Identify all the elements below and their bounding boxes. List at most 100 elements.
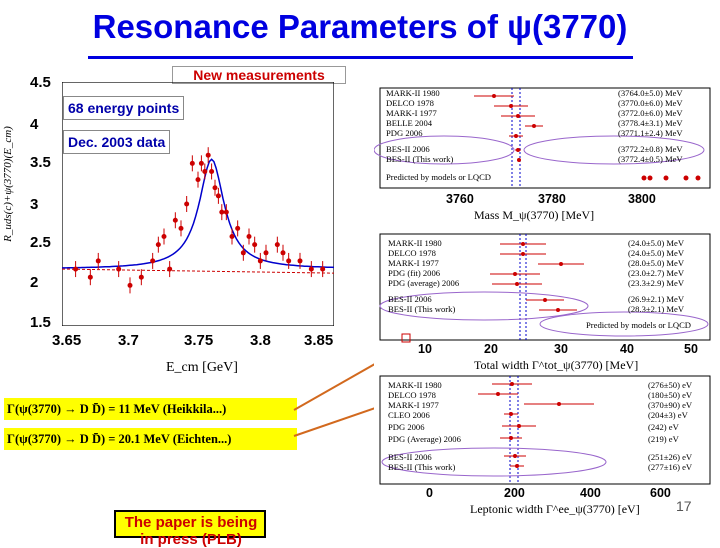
new-measurements-label: New measurements [172,66,346,84]
formula-eichten: Γ(ψ(3770) → D D̄) = 20.1 MeV (Eichten...… [4,428,297,450]
mass-row-label: BELLE 2004 [386,118,433,128]
data-point [219,209,225,215]
main-x-axis-label: E_cm [GeV] [166,360,238,375]
background-line [62,268,334,274]
width-row-value: (26.9±2.1) MeV [628,294,685,304]
press-note-box [114,510,266,538]
leptonic-row-value: (277±16) eV [648,462,693,472]
y-tick: 4.5 [30,74,51,91]
mass-row-value: (3772.2±0.8) MeV [618,144,683,154]
mass-panel: MARK-II 1980 DELCO 1978 MARK-I 1977 BELL… [374,84,718,224]
width-row-label: BES-II (This work) [388,304,456,314]
width-row-value: (23.3±2.9) MeV [628,278,685,288]
data-point [155,242,161,248]
y-tick: 1.5 [30,314,51,331]
mass-axis-title: Mass M_ψ(3770) [MeV] [474,208,595,222]
data-point [161,234,167,240]
energy-points-box: 68 energy points [63,96,185,120]
title-underline [88,56,633,59]
data-period-box: Dec. 2003 data [63,130,171,154]
width-row-label: PDG (average) 2006 [388,278,460,288]
data-point [205,152,211,158]
x-tick: 3.7 [118,332,139,349]
width-row-value: (23.0±2.7) MeV [628,268,685,278]
leptonic-row-value: (276±50) eV [648,380,693,390]
y-tick: 3.5 [30,154,51,171]
leptonic-panel: MARK-II 1980 DELCO 1978 MARK-I 1977 CLEO… [374,374,718,520]
width-x-tick: 40 [620,342,634,356]
leptonic-row-value: (204±3) eV [648,410,688,420]
width-x-tick: 50 [684,342,698,356]
mass-x-tick: 3780 [538,192,566,206]
data-point [263,250,269,256]
leptonic-axis-title: Leptonic width Γ^ee_ψ(3770) [eV] [470,502,640,516]
data-point [223,209,229,215]
main-y-axis-label: R_uds(c)+ψ(3770)(E_cm) [2,126,14,242]
data-point [95,258,101,264]
formula-heikkila: Γ(ψ(3770) → D D̄) = 11 MeV (Heikkila...) [4,398,297,420]
width-row-label: BES-II 2006 [388,294,432,304]
mass-row-value: (3770.0±6.0) MeV [618,98,683,108]
leptonic-row-label: MARK-II 1980 [388,380,442,390]
leptonic-row-label: PDG 2006 [388,422,425,432]
data-point [212,185,218,191]
data-point [116,266,122,272]
data-point [198,160,204,166]
data-point [229,234,235,240]
leptonic-row-label: BES-II 2006 [388,452,432,462]
mass-row-label: MARK-II 1980 [386,88,440,98]
data-point [87,274,93,280]
data-point [184,201,190,207]
width-note: Predicted by models or LQCD [586,320,692,330]
y-tick: 4 [30,116,39,133]
slide-title: Resonance Parameters of ψ(3770) [92,8,628,45]
data-point [127,282,133,288]
mass-note: Predicted by models or LQCD [386,172,492,182]
leptonic-points [478,382,594,468]
main-plot [62,82,334,326]
data-point [138,274,144,280]
mass-points [474,94,701,181]
leptonic-x-tick: 0 [426,486,433,500]
width-panel: MARK-II 1980 DELCO 1978 MARK-I 1977 PDG … [374,230,718,376]
mass-row-value: (3772.0±6.0) MeV [618,108,683,118]
mass-x-tick: 3760 [446,192,474,206]
data-point [286,258,292,264]
leptonic-row-label: DELCO 1978 [388,390,436,400]
data-point [274,242,280,248]
leptonic-row-value: (180±50) eV [648,390,693,400]
width-row-value: (28.0±5.0) MeV [628,258,685,268]
mass-row-value: (3778.4±3.1) MeV [618,118,683,128]
leptonic-row-value: (370±90) eV [648,400,693,410]
mass-row-value: (3772.4±0.5) MeV [618,154,683,164]
width-x-tick: 30 [554,342,568,356]
mass-row-value: (3764.0±5.0) MeV [618,88,683,98]
leptonic-x-tick: 200 [504,486,525,500]
data-point [73,266,79,272]
data-point [235,225,241,231]
data-point [257,258,263,264]
data-point [189,160,195,166]
data-point [297,258,303,264]
leptonic-row-label: PDG (Average) 2006 [388,434,461,444]
x-tick: 3.75 [184,332,214,349]
width-row-value: (24.0±5.0) MeV [628,238,685,248]
y-tick: 2 [30,274,39,291]
width-points [401,242,584,343]
leptonic-row-label: CLEO 2006 [388,410,430,420]
mass-row-label: BES-II 2006 [386,144,430,154]
x-tick: 3.85 [304,332,334,349]
width-x-tick: 10 [418,342,432,356]
width-row-label: PDG (fit) 2006 [388,268,441,278]
width-axis-title: Total width Γ^tot_ψ(3770) [MeV] [474,358,639,372]
leptonic-x-tick: 400 [580,486,601,500]
data-point [320,266,326,272]
mass-row-label: MARK-I 1977 [386,108,437,118]
press-note: The paper is being in press (PLB) [124,514,258,548]
page-number: 17 [676,498,692,514]
mass-row-label: PDG 2006 [386,128,423,138]
leptonic-row-label: BES-II (This work) [388,462,456,472]
data-point [150,258,156,264]
leptonic-row-label: MARK-I 1977 [388,400,439,410]
data-point [215,193,221,199]
